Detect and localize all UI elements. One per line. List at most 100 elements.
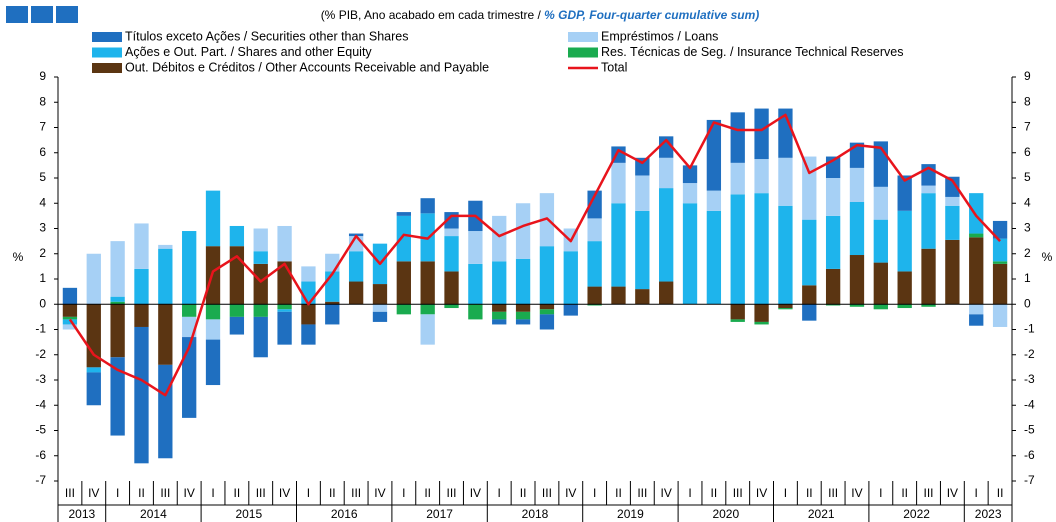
bar-segment: [110, 296, 125, 302]
bar-segment: [420, 304, 435, 315]
bar-segment: [992, 261, 1008, 264]
year-label: 2017: [426, 507, 453, 521]
bar-segment: [86, 253, 101, 305]
bar-segment: [969, 193, 984, 234]
year-label: 2023: [975, 507, 1002, 521]
x-tick-label: I: [307, 486, 310, 500]
x-tick-label: IV: [947, 486, 958, 500]
bar-segment: [372, 304, 388, 312]
bar-segment: [325, 304, 340, 325]
bar-segment: [444, 236, 459, 272]
bar-segment: [205, 319, 221, 340]
year-label: 2021: [808, 507, 835, 521]
bar-segment: [754, 159, 769, 194]
y-tick-label: 6: [39, 145, 46, 159]
x-tick-label: II: [329, 486, 336, 500]
bar-segment: [182, 337, 197, 418]
y2-tick-label: 8: [1024, 94, 1031, 108]
year-label: 2018: [522, 507, 549, 521]
title-pt: (% PIB, Ano acabado em cada trimestre /: [321, 8, 544, 22]
y2-tick-label: -6: [1024, 448, 1035, 462]
bar-segment: [301, 304, 316, 325]
bar-segment: [849, 142, 865, 168]
x-tick-label: II: [901, 486, 908, 500]
x-tick-label: III: [256, 486, 266, 500]
bar-segment: [515, 319, 531, 325]
year-label: 2013: [68, 507, 95, 521]
x-tick-label: II: [424, 486, 431, 500]
bar-segment: [873, 219, 888, 263]
bar-segment: [897, 304, 912, 309]
legend-swatch: [568, 32, 598, 42]
bar-segment: [635, 210, 650, 290]
bar-segment: [706, 210, 722, 305]
y2-tick-label: 6: [1024, 145, 1031, 159]
x-tick-label: I: [593, 486, 596, 500]
bar-segment: [86, 367, 101, 373]
bar-segment: [802, 156, 817, 220]
bar-segment: [277, 311, 292, 345]
bar-segment: [730, 112, 745, 163]
x-tick-label: IV: [279, 486, 290, 500]
x-tick-label: IV: [184, 486, 195, 500]
bar-segment: [492, 319, 507, 325]
y2-tick-label: -4: [1024, 397, 1035, 411]
y2-tick-label: -5: [1024, 423, 1035, 437]
bar-segment: [969, 314, 984, 326]
bar-segment: [587, 241, 602, 287]
y-tick-label: 1: [39, 271, 46, 285]
x-tick-label: I: [784, 486, 787, 500]
bar-segment: [873, 262, 888, 305]
bar-segment: [945, 196, 960, 206]
x-tick-label: III: [65, 486, 75, 500]
legend-swatch: [568, 47, 598, 58]
x-tick-label: I: [211, 486, 214, 500]
bar-segment: [253, 251, 268, 264]
bar-segment: [802, 304, 817, 321]
year-label: 2015: [235, 507, 262, 521]
x-tick-label: IV: [88, 486, 99, 500]
bar-segment: [372, 284, 388, 305]
bar-segment: [849, 201, 865, 256]
bar-segment: [611, 203, 626, 287]
bar-segment: [396, 212, 411, 216]
x-tick-label: III: [542, 486, 552, 500]
bar-segment: [730, 319, 745, 322]
bar-segment: [86, 372, 101, 406]
bar-segment: [754, 304, 769, 322]
bar-segment: [539, 246, 555, 305]
bar-segment: [945, 176, 960, 197]
bar-segment: [492, 215, 507, 262]
bar-segment: [897, 271, 912, 305]
bar-segment: [945, 205, 960, 240]
x-tick-label: IV: [374, 486, 385, 500]
bar-segment: [659, 281, 674, 305]
bar-segment: [492, 311, 507, 320]
bar-segment: [396, 215, 411, 262]
x-tick-label: IV: [661, 486, 672, 500]
y-tick-label: -3: [35, 372, 46, 386]
y-tick-label: 2: [39, 246, 46, 260]
bar-segment: [301, 266, 316, 282]
title-en: % GDP, Four-quarter cumulative sum): [544, 8, 759, 22]
bar-segment: [420, 314, 435, 345]
bar-segment: [158, 304, 173, 365]
x-tick-label: I: [116, 486, 119, 500]
x-tick-label: I: [975, 486, 978, 500]
bar-segment: [778, 304, 793, 309]
logo-square: [6, 6, 28, 23]
bar-segment: [825, 178, 841, 216]
bar-segment: [730, 162, 745, 195]
bar-segment: [62, 316, 78, 320]
bar-segment: [444, 304, 459, 309]
bar-segment: [205, 339, 221, 386]
bar-segment: [396, 304, 411, 315]
bar-segment: [110, 241, 125, 297]
bar-segment: [563, 251, 578, 305]
bar-segment: [515, 311, 531, 320]
y2-tick-label: 7: [1024, 120, 1031, 134]
bar-segment: [754, 193, 769, 305]
bar-segment: [992, 238, 1008, 262]
y2-tick-label: 1: [1024, 271, 1031, 285]
